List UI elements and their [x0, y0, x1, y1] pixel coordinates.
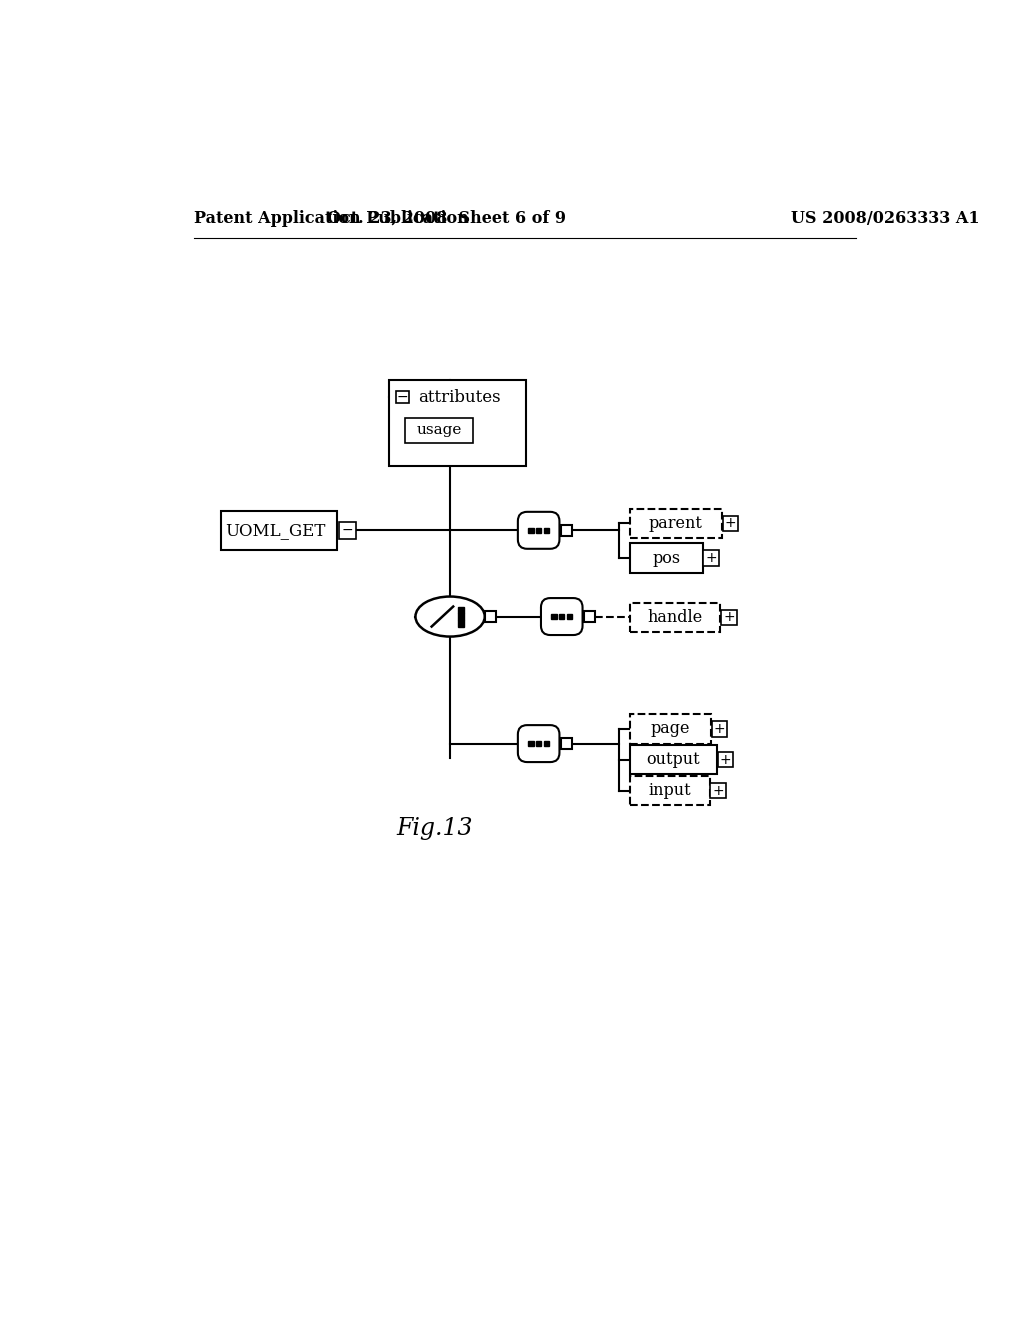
Text: usage: usage	[417, 424, 462, 437]
FancyBboxPatch shape	[518, 725, 559, 762]
Ellipse shape	[416, 597, 484, 636]
Text: input: input	[648, 781, 691, 799]
Text: page: page	[650, 721, 690, 738]
Bar	[566, 614, 572, 619]
Text: pos: pos	[652, 549, 680, 566]
Bar	[584, 611, 595, 622]
Bar	[703, 550, 719, 566]
FancyBboxPatch shape	[541, 598, 583, 635]
Bar	[630, 508, 722, 539]
Text: UOML_GET: UOML_GET	[225, 521, 326, 539]
Text: +: +	[725, 516, 736, 531]
Bar	[388, 380, 525, 466]
Text: −: −	[396, 391, 409, 404]
Bar	[630, 544, 702, 573]
Bar	[458, 614, 464, 619]
Bar	[561, 525, 571, 536]
Bar	[406, 418, 473, 442]
Bar	[458, 607, 464, 612]
Text: −: −	[342, 523, 353, 537]
Bar	[536, 528, 542, 533]
Text: +: +	[720, 752, 731, 767]
Text: +: +	[723, 610, 734, 624]
Text: US 2008/0263333 A1: US 2008/0263333 A1	[792, 210, 980, 227]
Text: +: +	[714, 722, 725, 737]
Bar	[711, 783, 726, 799]
Text: parent: parent	[649, 515, 702, 532]
Bar	[339, 521, 356, 539]
Text: Fig.13: Fig.13	[396, 817, 473, 840]
Text: Patent Application Publication: Patent Application Publication	[194, 210, 468, 227]
Bar	[458, 620, 464, 627]
Text: Oct. 23, 2008  Sheet 6 of 9: Oct. 23, 2008 Sheet 6 of 9	[327, 210, 565, 227]
Bar	[630, 603, 720, 632]
Bar	[559, 614, 564, 619]
Bar	[221, 511, 337, 549]
Bar	[718, 752, 733, 767]
Bar	[544, 528, 549, 533]
Text: +: +	[706, 550, 717, 565]
FancyBboxPatch shape	[518, 512, 559, 549]
Bar	[561, 738, 571, 748]
Text: attributes: attributes	[418, 388, 501, 405]
Bar	[536, 741, 542, 746]
Text: handle: handle	[647, 609, 702, 626]
Bar	[721, 610, 736, 626]
Bar	[551, 614, 557, 619]
Bar	[630, 776, 710, 805]
Bar	[484, 611, 496, 622]
Bar	[528, 528, 534, 533]
Text: output: output	[646, 751, 700, 768]
Bar	[630, 714, 711, 743]
Bar	[723, 516, 738, 531]
Bar	[712, 721, 727, 737]
Bar	[544, 741, 549, 746]
Text: +: +	[713, 784, 724, 797]
Bar	[396, 391, 409, 404]
Bar	[630, 744, 717, 775]
Bar	[528, 741, 534, 746]
